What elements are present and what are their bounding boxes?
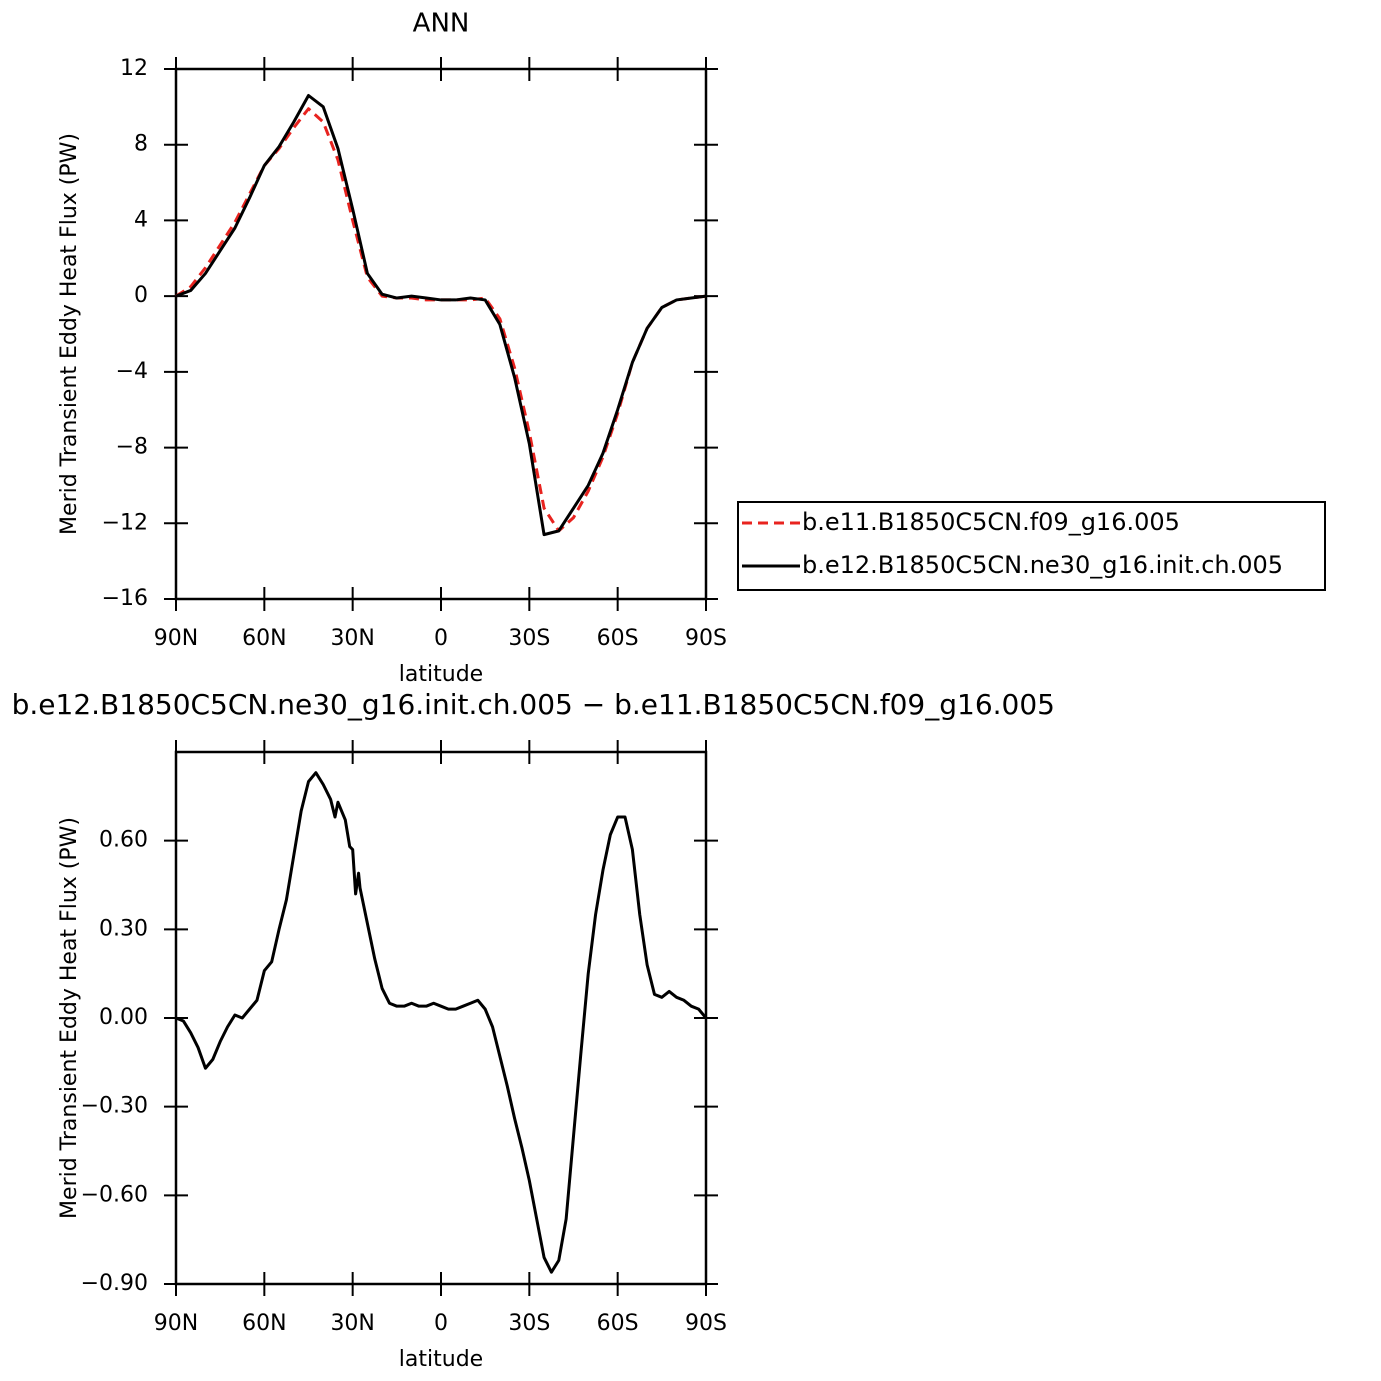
y-tick-label: 0.60 xyxy=(99,828,148,853)
x-tick-label: 30N xyxy=(330,626,374,651)
x-axis-label: latitude xyxy=(399,662,483,687)
x-tick-label: 60N xyxy=(242,1311,286,1336)
y-tick-label: −0.30 xyxy=(81,1094,148,1119)
y-axis-label: Merid Transient Eddy Heat Flux (PW) xyxy=(57,133,82,535)
legend-label: b.e11.B1850C5CN.f09_g16.005 xyxy=(802,508,1180,536)
plot-frame xyxy=(174,750,708,1286)
x-tick-label: 90N xyxy=(154,626,198,651)
y-tick-label: 8 xyxy=(134,132,148,157)
x-tick-label: 60N xyxy=(242,626,286,651)
y-tick-label: −12 xyxy=(102,510,148,535)
x-tick-label: 0 xyxy=(434,1311,448,1336)
x-tick-label: 30S xyxy=(508,626,550,651)
x-tick-label: 0 xyxy=(434,626,448,651)
x-tick-label: 90S xyxy=(685,626,727,651)
legend-label: b.e12.B1850C5CN.ne30_g16.init.ch.005 xyxy=(802,551,1283,579)
y-tick-label: −0.90 xyxy=(81,1271,148,1296)
y-tick-label: −4 xyxy=(116,359,148,384)
data-line xyxy=(175,107,707,533)
y-tick-label: −0.60 xyxy=(81,1182,148,1207)
y-tick-label: −8 xyxy=(116,435,148,460)
chart-title: b.e12.B1850C5CN.ne30_g16.init.ch.005 − b… xyxy=(12,688,1055,721)
plot-frame xyxy=(174,67,708,601)
chart-title: ANN xyxy=(413,9,470,39)
y-tick-label: 0.30 xyxy=(99,916,148,941)
x-tick-label: 30S xyxy=(508,1311,550,1336)
y-tick-label: 12 xyxy=(120,56,148,81)
y-tick-label: 4 xyxy=(134,207,148,232)
data-line xyxy=(175,771,708,1274)
y-tick-label: −16 xyxy=(102,586,148,611)
x-tick-label: 30N xyxy=(330,1311,374,1336)
x-axis-label: latitude xyxy=(399,1347,483,1372)
x-tick-label: 60S xyxy=(597,626,639,651)
x-tick-label: 90N xyxy=(154,1311,198,1336)
y-tick-label: 0 xyxy=(134,283,148,308)
data-line xyxy=(175,94,707,537)
y-tick-label: 0.00 xyxy=(99,1005,148,1030)
legend-box xyxy=(737,501,1326,591)
x-tick-label: 90S xyxy=(685,1311,727,1336)
x-tick-label: 60S xyxy=(597,1311,639,1336)
y-axis-label: Merid Transient Eddy Heat Flux (PW) xyxy=(57,817,82,1219)
